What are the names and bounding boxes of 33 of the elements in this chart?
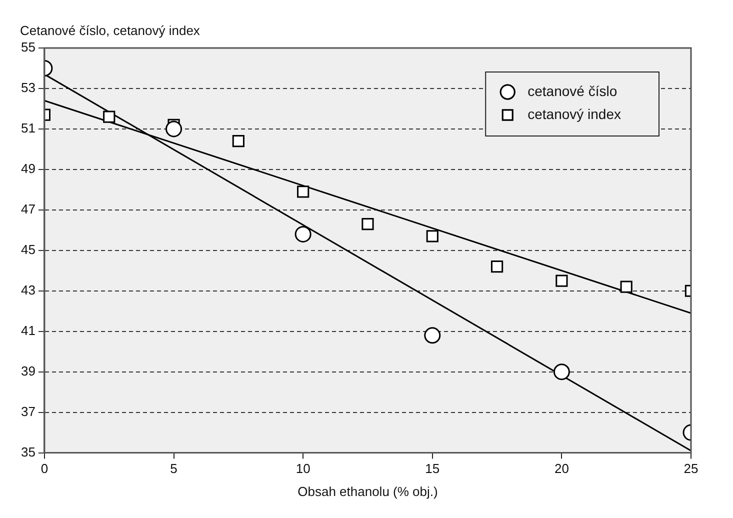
y-tick-label: 45 [20,242,36,257]
point [424,327,441,344]
y-tick-label: 37 [20,404,36,419]
y-tick-label: 55 [20,40,36,55]
x-tick-label: 25 [684,461,698,476]
y-tick-label: 49 [20,161,36,176]
y-tick-label: 53 [20,80,36,96]
y-tick-label: 51 [20,120,36,136]
point [103,110,116,123]
y-tick-label: 41 [20,322,36,338]
y-tick-label: 47 [20,202,36,216]
x-tick-label: 10 [296,461,310,476]
point [232,135,244,148]
x-tick-label: 0 [40,461,48,476]
y-tick-label: 43 [20,282,36,298]
x-tick-label: 15 [425,461,440,476]
point [556,274,568,287]
y-tick-label: 35 [20,444,36,460]
y-tick-label: 39 [20,363,36,378]
legend-label: cetanové číslo [528,82,618,99]
x-tick-label: 20 [554,461,569,476]
point [166,120,182,138]
point [490,260,504,273]
x-axis-title: Obsah ethanolu (% obj.) [298,484,438,499]
point [294,226,312,242]
point [620,280,632,293]
legend-label: cetanový index [528,106,622,122]
point [426,230,438,242]
y-axis-title: Cetanové číslo, cetanový index [20,23,200,38]
point [362,218,374,230]
x-tick-label: 5 [170,461,178,476]
point [297,186,310,198]
point [553,364,570,380]
